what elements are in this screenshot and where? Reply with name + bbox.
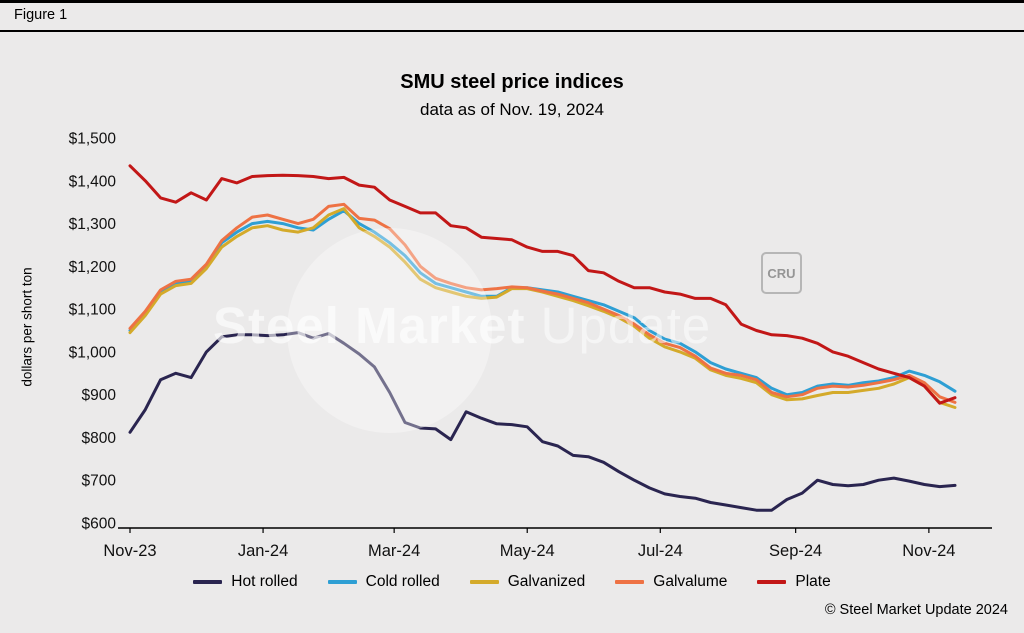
y-tick-label: $800	[82, 430, 117, 447]
x-tick-label: Nov-23	[103, 542, 156, 560]
x-tick-label: Nov-24	[902, 542, 955, 560]
legend-swatch	[327, 580, 357, 584]
x-tick-label: Jul-24	[638, 542, 683, 560]
y-tick-label: $900	[82, 387, 117, 404]
legend-item-plate: Plate	[757, 573, 831, 591]
legend-label: Galvalume	[653, 573, 728, 590]
top-border-rule	[0, 0, 1024, 3]
legend-swatch	[757, 580, 787, 584]
x-tick-label: May-24	[500, 542, 555, 560]
y-axis-title: dollars per short ton	[19, 267, 35, 387]
chart-title: SMU steel price indices	[400, 71, 624, 93]
legend-item-galvanized: Galvanized	[469, 573, 586, 591]
legend-item-cold-rolled: Cold rolled	[327, 573, 440, 591]
legend-item-hot-rolled: Hot rolled	[193, 573, 298, 591]
x-tick-label: Mar-24	[368, 542, 420, 560]
legend-label: Hot rolled	[231, 573, 298, 590]
y-tick-label: $1,200	[69, 259, 117, 276]
y-tick-label: $1,400	[69, 173, 117, 190]
chart-subtitle: data as of Nov. 19, 2024	[420, 100, 604, 119]
x-tick-label: Jan-24	[238, 542, 288, 560]
series-line-galvalume	[128, 202, 957, 404]
series-line-plate	[128, 164, 957, 405]
figure-label: Figure 1	[14, 7, 68, 23]
legend-label: Cold rolled	[365, 573, 440, 590]
y-tick-label: $600	[82, 516, 117, 533]
y-tick-label: $1,500	[69, 131, 117, 148]
x-tick-label: Sep-24	[769, 542, 822, 560]
legend: Hot rolled Cold rolled Galvanized Galvalume…	[0, 573, 1024, 591]
y-tick-label: $1,300	[69, 216, 117, 233]
legend-swatch	[615, 580, 645, 584]
y-tick-label: $1,000	[69, 344, 117, 361]
legend-swatch	[193, 580, 223, 584]
header-divider-rule	[0, 30, 1024, 32]
legend-item-galvalume: Galvalume	[615, 573, 727, 591]
y-tick-label: $700	[82, 473, 117, 490]
legend-label: Plate	[795, 573, 831, 590]
series-line-cold-rolled	[128, 209, 957, 397]
copyright-text: © Steel Market Update 2024	[824, 602, 1008, 618]
y-tick-label: $1,100	[69, 302, 117, 319]
legend-label: Galvanized	[507, 573, 586, 590]
series-line-hot-rolled	[128, 331, 957, 512]
legend-swatch	[469, 580, 499, 584]
series-line-galvanized	[128, 207, 957, 409]
